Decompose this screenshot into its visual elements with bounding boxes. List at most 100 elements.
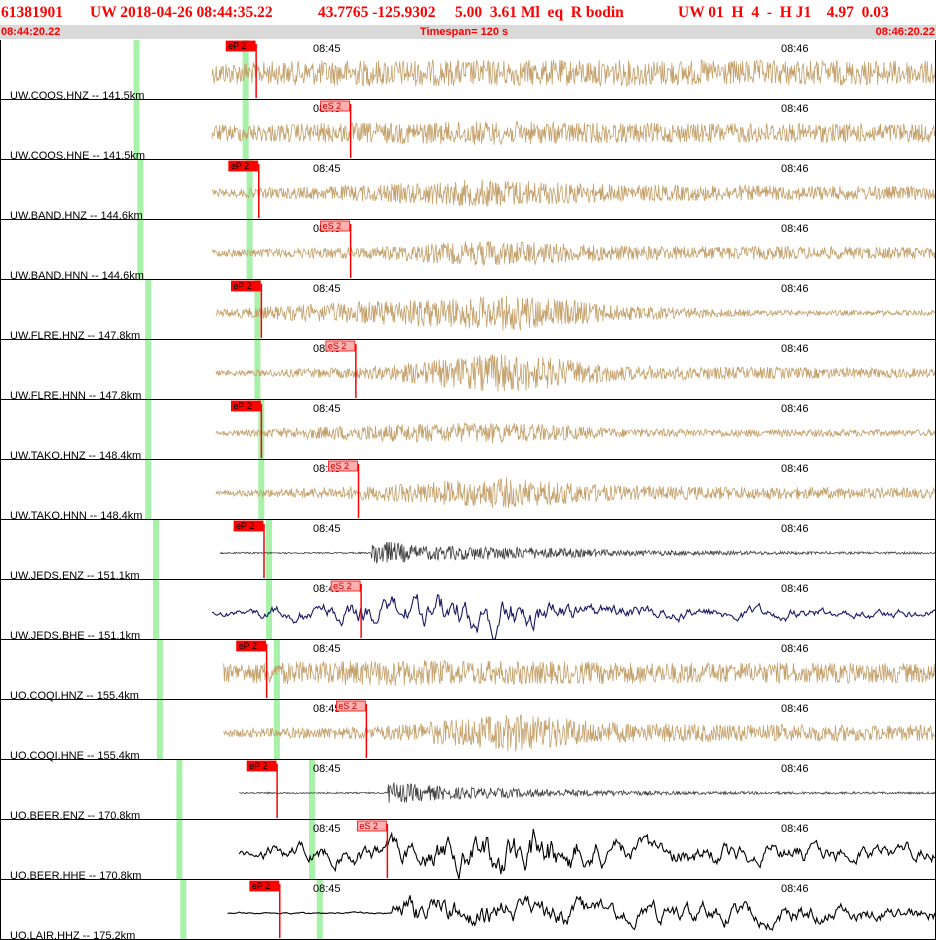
trace-row: 08:45 08:46 eP 2 UW.TAKO.HNZ -- 148.4km: [0, 400, 936, 462]
pick-label: eS 2: [323, 101, 342, 111]
predicted-phase-band: [145, 280, 152, 340]
event-magnitude: 5.00 3.61 Ml eq R bodin: [455, 4, 624, 21]
trace-label: UW.BAND.HNZ -- 144.6km: [10, 210, 143, 222]
pick-label-box: [335, 700, 366, 712]
minute-tick-label: 08:46: [781, 163, 809, 175]
minute-tick-label: 08:45: [313, 703, 341, 715]
trace-row: 08:45 08:46 eP 2 UW.BAND.HNZ -- 144.6km: [0, 160, 936, 222]
pick-label-box: [325, 340, 356, 352]
pick-label: eP 2: [233, 281, 251, 291]
trace-label: UO.BEER.ENZ -- 170.8km: [10, 810, 140, 822]
trace-label: UW.JEDS.ENZ -- 151.1km: [10, 570, 140, 582]
predicted-phase-band: [137, 160, 144, 220]
waveform-trace: [227, 894, 936, 931]
event-id: 61381901: [1, 4, 63, 21]
predicted-phase-band: [316, 880, 323, 940]
trace-label: UW.BAND.HNN -- 144.6km: [10, 270, 144, 282]
pick-label: eP 2: [249, 761, 267, 771]
waveform-trace: [211, 120, 936, 145]
waveform-trace: [238, 828, 936, 880]
minute-tick-label: 08:46: [781, 643, 809, 655]
minute-tick-label: 08:46: [781, 103, 809, 115]
predicted-phase-band: [246, 220, 253, 280]
event-solution-info: UW 01 H 4 - H J1 4.97 0.03: [678, 4, 889, 21]
start-time: 08:44:20.22: [1, 26, 61, 38]
pick-label-box: [236, 640, 267, 652]
trace-label: UW.FLRE.HNN -- 147.8km: [10, 390, 141, 402]
event-coordinates: 43.7765 -125.9302: [318, 4, 436, 21]
predicted-phase-band: [145, 340, 152, 400]
minute-tick-label: 08:46: [781, 583, 809, 595]
trace-row: 08:45 08:46 eP 2 UW.FLRE.HNZ -- 147.8km: [0, 280, 936, 342]
trace-label: UO.BEER.HHE -- 170.8km: [10, 870, 141, 882]
waveform-trace: [211, 179, 936, 207]
predicted-phase-band: [266, 520, 273, 580]
minute-tick-label: 08:46: [781, 523, 809, 535]
predicted-phase-band: [145, 400, 152, 460]
seismogram-panel[interactable]: 08:45 08:46 eP 2 UW.COOS.HNZ -- 141.5km 08:4…: [0, 40, 936, 940]
minute-tick-label: 08:45: [313, 43, 341, 55]
pick-label-box: [320, 220, 351, 232]
trace-row: 08:45 08:46 eP 2 UO.LAIR.HHZ -- 175.2km: [0, 880, 936, 940]
minute-tick-label: 08:45: [313, 283, 341, 295]
pick-label-box: [246, 760, 277, 772]
predicted-phase-band: [266, 580, 273, 640]
pick-label-box: [225, 40, 256, 52]
pick-label: eS 2: [333, 581, 352, 591]
minute-tick-label: 08:46: [781, 343, 809, 355]
pick-label: eP 2: [239, 641, 257, 651]
minute-tick-label: 08:46: [781, 283, 809, 295]
waveform-trace: [215, 422, 936, 444]
pick-label: eP 2: [228, 41, 246, 51]
trace-label: UW.COOS.HNE -- 141.5km: [10, 150, 145, 162]
trace-label: UW.JEDS.BHE -- 151.1km: [10, 630, 140, 642]
pick-label-box: [233, 520, 264, 532]
event-origin-time: UW 2018-04-26 08:44:35.22: [90, 4, 273, 21]
pick-label: eS 2: [328, 341, 347, 351]
pick-label: eP 2: [233, 401, 251, 411]
trace-row: 08:45 08:46 eP 2 UO.COQI.HNZ -- 155.4km: [0, 640, 936, 702]
trace-label: UO.COQI.HNE -- 155.4km: [10, 750, 140, 762]
trace-row: 08:45 08:46 eP 2 UW.JEDS.ENZ -- 151.1km: [0, 520, 936, 582]
pick-label: eS 2: [331, 461, 350, 471]
pick-label: eS 2: [338, 701, 357, 711]
trace-label: UW.COOS.HNZ -- 141.5km: [10, 90, 144, 102]
predicted-phase-band: [309, 820, 315, 880]
minute-tick-label: 08:45: [313, 163, 341, 175]
minute-tick-label: 08:46: [781, 823, 809, 835]
pick-label-box: [330, 580, 361, 592]
predicted-phase-band: [153, 520, 159, 580]
pick-label: eS 2: [359, 821, 378, 831]
predicted-phase-band: [156, 640, 163, 700]
minute-tick-label: 08:46: [781, 43, 809, 55]
predicted-phase-band: [145, 460, 152, 520]
minute-tick-label: 08:46: [781, 703, 809, 715]
waveform-trace: [239, 782, 936, 803]
pick-label: eP 2: [231, 161, 249, 171]
pick-label-box: [320, 100, 351, 112]
predicted-phase-band: [156, 700, 163, 760]
minute-tick-label: 08:45: [313, 763, 341, 775]
trace-row: 08:45 08:46 eS 2 UO.BEER.HHE -- 170.8km: [0, 820, 936, 882]
predicted-phase-band: [273, 700, 280, 760]
event-summary-line: 61381901 UW 2018-04-26 08:44:35.22 43.77…: [0, 2, 936, 24]
waveform-trace: [215, 354, 936, 392]
predicted-phase-band: [242, 100, 249, 160]
pick-label-box: [230, 400, 261, 412]
trace-row: 08:45 08:46 eP 2 UW.COOS.HNZ -- 141.5km: [0, 40, 936, 102]
trace-label: UO.LAIR.HHZ -- 175.2km: [10, 930, 135, 940]
pick-label-box: [328, 460, 358, 472]
minute-tick-label: 08:46: [781, 883, 809, 895]
pick-label-box: [228, 160, 259, 172]
minute-tick-label: 08:45: [313, 823, 341, 835]
waveform-trace: [215, 295, 936, 331]
minute-tick-label: 08:46: [781, 763, 809, 775]
waveform-trace: [215, 477, 936, 508]
predicted-phase-band: [180, 880, 187, 940]
pick-label-box: [230, 280, 261, 292]
predicted-phase-band: [133, 40, 140, 100]
time-band: 08:44:20.22 Timespan= 120 s 08:46:20.22: [0, 25, 936, 39]
pick-label-box: [356, 820, 387, 832]
